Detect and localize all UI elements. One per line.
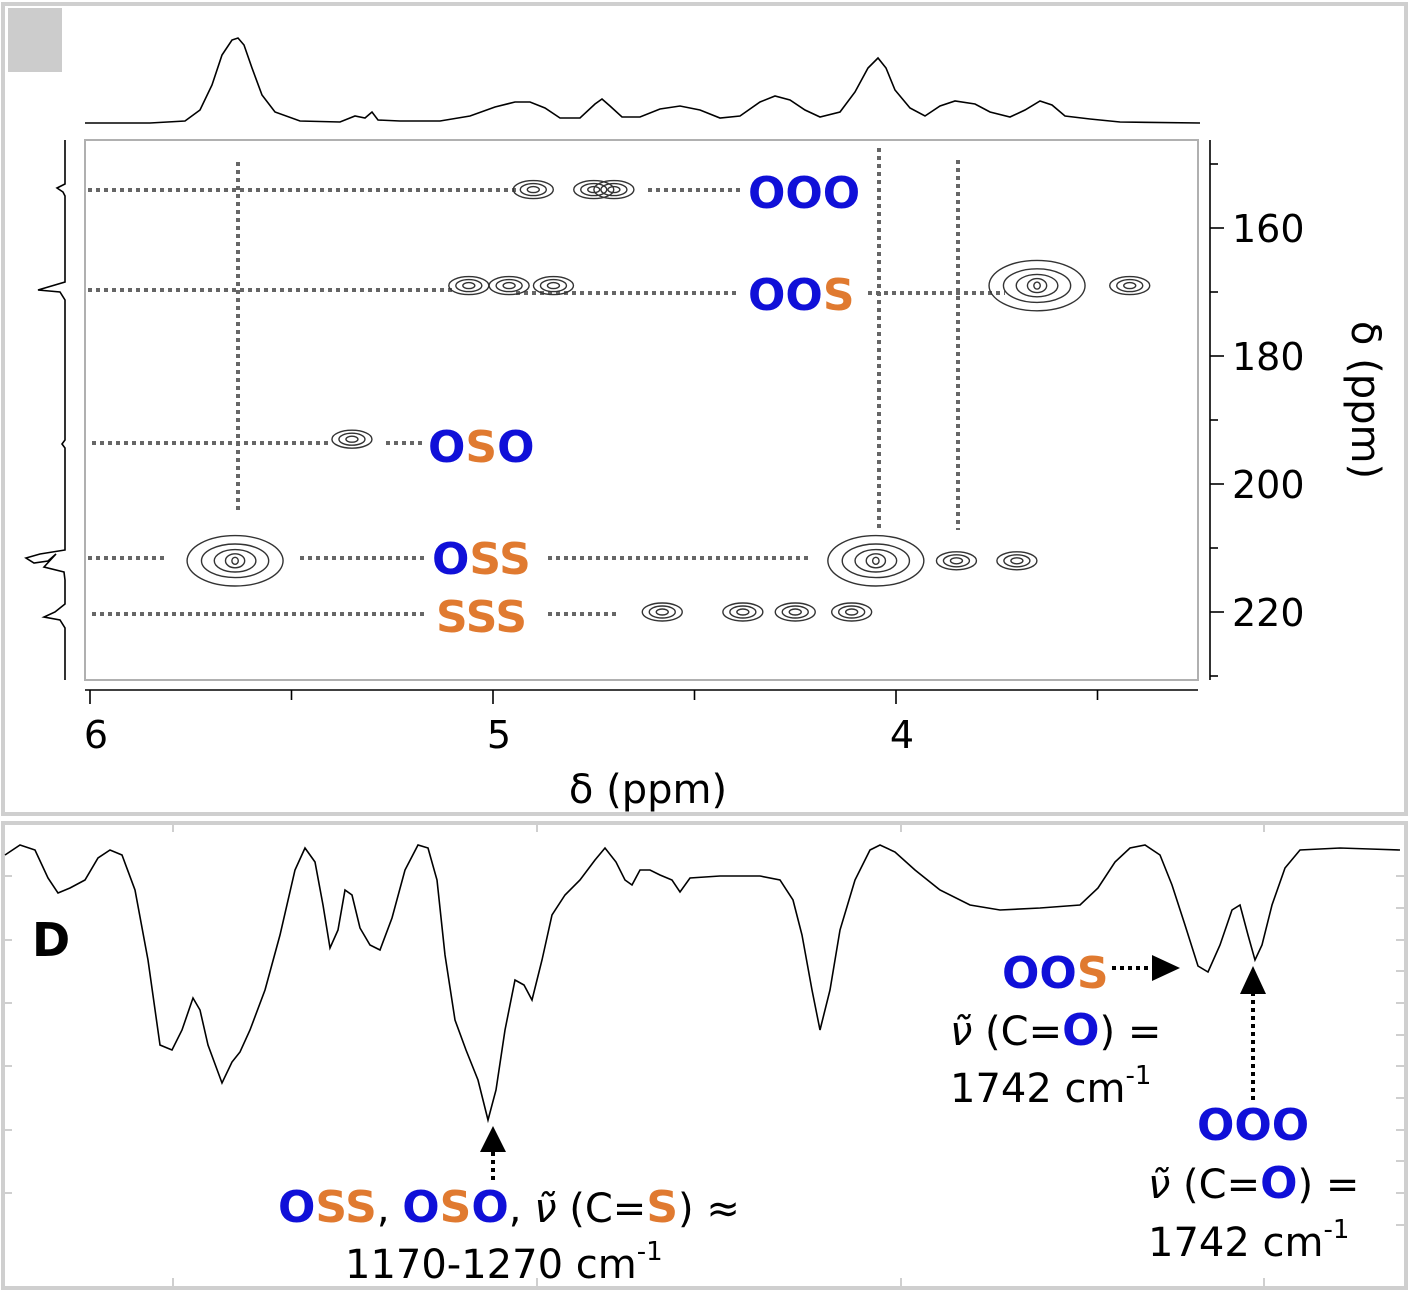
ir-arrows xyxy=(480,955,1266,1180)
y-tick-label: 220 xyxy=(1232,591,1305,635)
contour-peak-oss xyxy=(186,534,284,587)
annotation-oos-code: OOS xyxy=(1002,948,1109,999)
y-tick-label: 160 xyxy=(1232,207,1305,251)
contour-peak-oss xyxy=(996,551,1038,571)
top-projection-trace xyxy=(85,37,1201,124)
contour-peak-sss xyxy=(830,602,873,622)
y-axis-ticks: 160 180 200 220 xyxy=(1210,163,1305,677)
ir-spectrum-trace xyxy=(4,844,1401,1124)
contour-peak-sss xyxy=(641,602,683,622)
contour-peak-oss xyxy=(935,551,978,571)
contour-peak-sss xyxy=(774,602,816,622)
label-oss: OSS xyxy=(432,534,531,585)
annotation-oss-oso: OSS, OSO, ν̃ (C=S) ≈ xyxy=(278,1182,740,1233)
arrow-oos-head xyxy=(1152,955,1180,981)
label-oso: OSO xyxy=(428,422,535,473)
annotation-oss-range: 1170-1270 cm-1 xyxy=(345,1237,663,1288)
y-axis-label: δ (ppm) xyxy=(1342,321,1388,479)
arrow-ooo-head xyxy=(1240,966,1266,994)
annotation-oos-line2: 1742 cm-1 xyxy=(950,1061,1151,1112)
x-tick-label: 4 xyxy=(890,713,914,757)
x-tick-label: 6 xyxy=(84,713,108,757)
contour-peak-oos xyxy=(988,259,1086,312)
contour-peak-oso xyxy=(331,429,373,449)
contour-peak-ooo xyxy=(512,179,554,200)
y-tick-label: 200 xyxy=(1232,463,1305,507)
annotation-ooo-code: OOO xyxy=(1197,1100,1309,1151)
contour-peak-sss xyxy=(722,602,764,622)
panel-d-label: D xyxy=(32,913,70,967)
x-axis-ticks: 6 5 4 xyxy=(84,690,1099,757)
correlation-labels: OOO OOS OSO OSS SSS xyxy=(428,168,860,643)
annotation-ooo-line1: ν̃ (C=O) = xyxy=(1148,1158,1359,1209)
panel-c-frame xyxy=(1,2,1408,816)
label-oos: OOS xyxy=(748,270,855,321)
label-ooo: OOO xyxy=(748,168,860,219)
annotation-oos-line1: ν̃ (C=O) = xyxy=(950,1005,1161,1056)
x-tick-label: 5 xyxy=(487,713,511,757)
x-axis-label: δ (ppm) xyxy=(569,767,727,813)
contour-peaks xyxy=(186,179,1151,622)
annotation-ooo-line2: 1742 cm-1 xyxy=(1148,1215,1349,1266)
panel-d-frame xyxy=(1,821,1408,1290)
contour-peak-oos xyxy=(488,275,530,296)
contour-peak-oos xyxy=(532,275,575,296)
contour-peak-ooo xyxy=(593,179,635,200)
left-projection-trace xyxy=(24,140,66,680)
label-sss: SSS xyxy=(436,592,527,643)
y-tick-label: 180 xyxy=(1232,335,1305,379)
contour-peak-oss xyxy=(827,534,925,587)
guide-lines xyxy=(88,148,1005,616)
contour-peak-oos xyxy=(1109,275,1151,296)
panel-d-ticks xyxy=(3,823,1406,1288)
plot-area-frame xyxy=(84,139,1199,681)
panel-c-label-patch xyxy=(8,8,62,72)
contour-peak-ooo xyxy=(573,179,615,200)
contour-peak-oos xyxy=(448,275,490,296)
arrow-oss-head xyxy=(480,1126,506,1152)
